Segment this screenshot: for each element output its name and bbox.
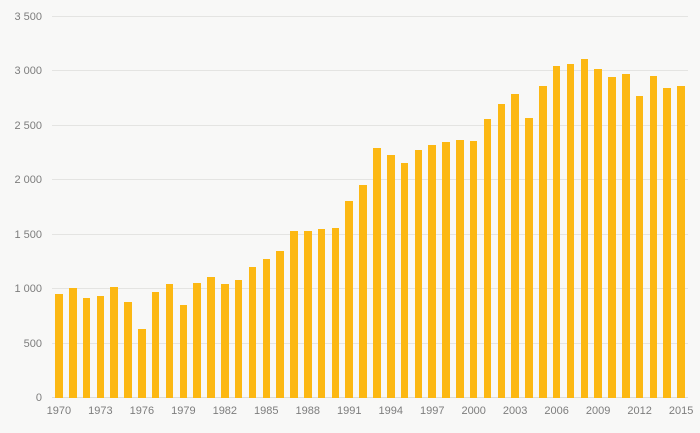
bar-1977[interactable] [151,292,160,398]
bar-1982[interactable] [221,283,229,398]
gridline [52,70,688,72]
bar-2009[interactable] [594,69,602,398]
x-tick-label: 2015 [668,405,694,417]
x-tick-label: 2012 [627,405,652,417]
bar-1988[interactable] [303,231,312,398]
bar-2003[interactable] [511,94,519,398]
bar-2006[interactable] [552,66,561,398]
x-tick-label: 1982 [212,405,238,417]
bar-1986[interactable] [276,251,284,398]
bar-1974[interactable] [110,286,118,398]
gridline [52,16,688,17]
bar-1973[interactable] [96,295,105,398]
bar-1990[interactable] [331,228,340,398]
x-axis: 1970 1973 1976 1979 1982 1985 1988 1991 1994 1997… [47,405,694,425]
bar-1976[interactable] [138,329,146,398]
bar-2014[interactable] [663,87,672,398]
bar-1979[interactable] [179,305,188,398]
bar-1997[interactable] [428,145,436,398]
bar-1991[interactable] [345,200,354,398]
bar-2001[interactable] [483,119,492,398]
gridline [52,124,688,126]
bar-1980[interactable] [193,282,201,398]
x-tick-label: 1979 [171,405,196,417]
x-tick-label: 1997 [419,405,445,417]
bar-1981[interactable] [207,277,215,398]
bar-2012[interactable] [635,96,644,398]
x-tick-label: 2003 [502,405,528,417]
bar-1985[interactable] [262,258,271,398]
bar-1999[interactable] [456,140,464,398]
bar-1975[interactable] [124,302,132,398]
gridline [52,179,688,181]
bar-1983[interactable] [234,280,243,398]
y-tick-label: 1 000 [14,283,42,296]
bar-1987[interactable] [290,231,298,398]
bar-1972[interactable] [82,297,91,398]
bar-1993[interactable] [373,147,381,398]
y-tick-label: 0 [35,392,42,404]
x-tick-label: 1994 [378,405,403,417]
bar-1971[interactable] [68,288,77,398]
gridline [52,288,688,290]
bar-2005[interactable] [539,85,547,398]
bar-2013[interactable] [649,75,658,398]
bar-1998[interactable] [442,142,450,398]
bar-2000[interactable] [469,141,478,398]
bar-2008[interactable] [580,59,589,398]
y-tick-label: 500 [23,337,42,350]
gridline [52,233,688,235]
bar-1989[interactable] [317,229,326,398]
bar-1992[interactable] [359,184,367,398]
bar-2010[interactable] [608,76,616,398]
bar-2011[interactable] [621,73,630,398]
bar-1984[interactable] [248,267,257,398]
gridline [52,342,688,344]
x-tick-label: 2006 [544,405,569,417]
y-tick-label: 1 500 [14,228,42,241]
plot-area [52,16,688,398]
gridline [52,397,688,398]
y-tick-label: 2 500 [14,119,42,132]
bar-2002[interactable] [497,104,506,398]
y-tick-label: 2 000 [14,174,42,187]
x-tick-label: 2009 [585,405,611,417]
y-tick-label: 3 500 [14,11,42,23]
bar-1978[interactable] [165,283,174,398]
bar-1994[interactable] [386,155,395,398]
x-tick-label: 2000 [461,405,486,417]
x-tick-label: 1985 [254,405,279,417]
x-tick-label: 1991 [337,405,362,417]
bar-1996[interactable] [414,149,423,398]
y-axis: 0 500 1 000 1 500 2 000 2 500 3 000 3 500 [0,11,46,404]
bar-2004[interactable] [525,118,533,398]
x-tick-label: 1973 [88,405,113,417]
y-tick-label: 3 000 [14,65,42,78]
x-tick-label: 1988 [295,405,321,417]
bar-2007[interactable] [566,63,575,398]
bar-1970[interactable] [55,293,63,398]
x-tick-label: 1976 [129,405,155,417]
x-tick-label: 1970 [46,405,72,417]
bar-2015[interactable] [677,85,685,398]
bar-1995[interactable] [400,162,409,398]
